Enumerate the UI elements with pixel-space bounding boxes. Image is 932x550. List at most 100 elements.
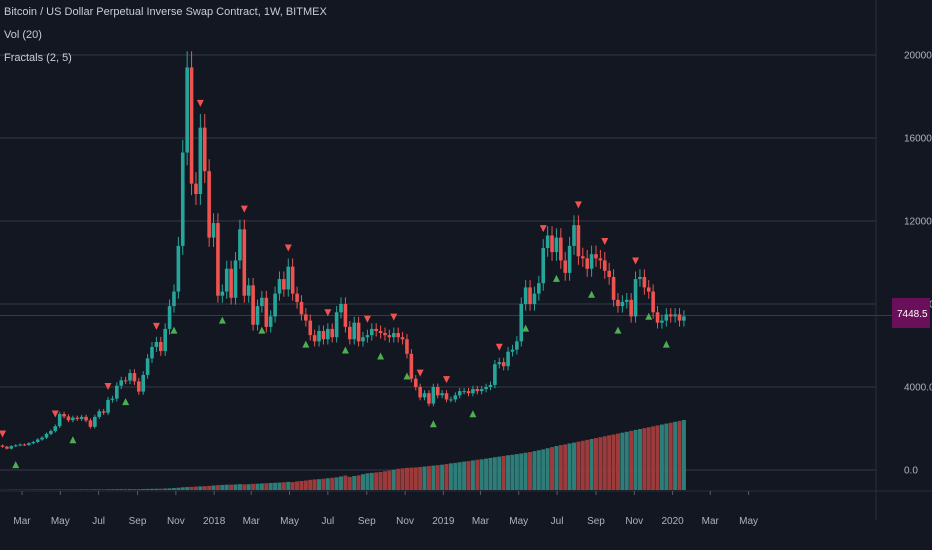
fractal-down-marker: [662, 340, 670, 348]
time-tick-label: 2020: [661, 516, 684, 527]
fractal-up-marker: [196, 99, 204, 107]
volume-bar: [193, 486, 198, 490]
candle-body: [172, 291, 176, 307]
candle-body: [295, 293, 299, 302]
volume-bar: [246, 484, 251, 490]
volume-bar: [295, 481, 300, 490]
volume-bar: [167, 488, 172, 490]
time-tick-label: Nov: [396, 516, 414, 527]
volume-bar: [202, 486, 207, 490]
volume-bar: [374, 472, 379, 490]
volume-bar: [365, 473, 370, 490]
time-tick-label: Nov: [167, 516, 185, 527]
candle-body: [646, 287, 651, 292]
candle-body: [431, 387, 436, 404]
candle-body: [180, 152, 185, 246]
fractal-down-marker: [302, 340, 310, 348]
legend-symbol[interactable]: Bitcoin / US Dollar Perpetual Inverse Sw…: [4, 6, 327, 18]
fractal-down-marker: [645, 312, 653, 320]
candle-body: [449, 399, 453, 401]
candle-body: [343, 304, 348, 327]
fractal-up-marker: [390, 313, 398, 321]
volume-bar: [176, 487, 181, 490]
candle-body: [369, 328, 374, 336]
candle-body: [559, 237, 563, 261]
candle-body: [660, 320, 664, 323]
candle-body: [453, 395, 458, 400]
volume-bar: [484, 458, 489, 490]
time-tick-label: May: [51, 516, 70, 527]
volume-bar: [79, 489, 84, 490]
candle-body: [312, 335, 317, 342]
candle-body: [62, 413, 66, 417]
volume-bar: [572, 442, 577, 490]
candle-body: [268, 316, 273, 327]
time-axis[interactable]: Mar May Jul Sep Nov 2018 Mar May Jul Sep Nov 2019 Ma…: [0, 490, 932, 527]
candle-body: [154, 341, 159, 347]
volume-bar: [154, 488, 159, 490]
volume-bar: [651, 426, 656, 490]
time-tick-label: Jul: [551, 516, 564, 527]
volume-bar: [607, 435, 612, 490]
volume-bar: [624, 431, 629, 490]
volume-bar: [343, 475, 348, 490]
candle-body: [497, 362, 502, 365]
candlesticks[interactable]: [0, 51, 686, 450]
candle-body: [668, 314, 673, 317]
candle-body: [216, 223, 220, 296]
legend-volume[interactable]: Vol (20): [4, 29, 42, 41]
volume-bar: [92, 489, 97, 490]
fractal-up-marker: [104, 383, 112, 391]
candle-body: [31, 441, 36, 444]
volume-bar: [593, 438, 598, 490]
fractal-up-marker: [363, 315, 371, 323]
candle-body: [49, 430, 53, 434]
time-tick-label: Jul: [92, 516, 105, 527]
candle-body: [115, 385, 119, 399]
volume-bar: [488, 457, 493, 490]
volume-bar: [281, 482, 286, 490]
volume-bar: [242, 484, 247, 490]
volume-bar: [163, 488, 168, 490]
volume-bar: [629, 430, 634, 490]
candle-body: [550, 235, 554, 253]
volume-bar: [422, 466, 427, 490]
candle-body: [611, 277, 616, 300]
fractal-down-marker: [403, 372, 411, 380]
volume-bar: [567, 443, 572, 490]
fractal-down-marker: [469, 410, 477, 418]
candle-body: [589, 254, 594, 269]
time-tick-label: May: [509, 516, 528, 527]
volume-bar: [400, 468, 405, 490]
volume-bar: [128, 489, 133, 490]
candle-body: [308, 320, 313, 336]
volume-bar: [589, 438, 594, 490]
fractal-up-marker: [574, 201, 582, 209]
candle-body: [466, 391, 471, 394]
fractal-up-marker: [240, 205, 248, 213]
volume-bar: [563, 444, 568, 490]
last-price-badge-bg: [892, 298, 930, 328]
volume-bar: [106, 489, 111, 490]
volume-bar: [554, 445, 559, 490]
candle-body: [629, 299, 633, 317]
time-tick-label: Mar: [702, 516, 720, 527]
time-tick-label: Jul: [321, 516, 334, 527]
candle-body: [277, 279, 282, 294]
volume-bar: [308, 479, 313, 490]
volume-bar: [347, 476, 352, 490]
candle-body: [290, 266, 295, 294]
volume-bar: [576, 441, 581, 490]
candle-body: [304, 314, 308, 321]
volume-bar: [440, 464, 445, 490]
candle-body: [563, 260, 568, 273]
legend-fractals[interactable]: Fractals (2, 5): [4, 52, 72, 64]
volume-bar: [514, 454, 519, 490]
volume-bar: [523, 452, 528, 490]
fractal-down-marker: [122, 398, 130, 406]
fractal-down-marker: [552, 274, 560, 282]
candle-body: [462, 391, 466, 393]
candle-body: [418, 387, 422, 398]
time-tick-label: Mar: [472, 516, 490, 527]
